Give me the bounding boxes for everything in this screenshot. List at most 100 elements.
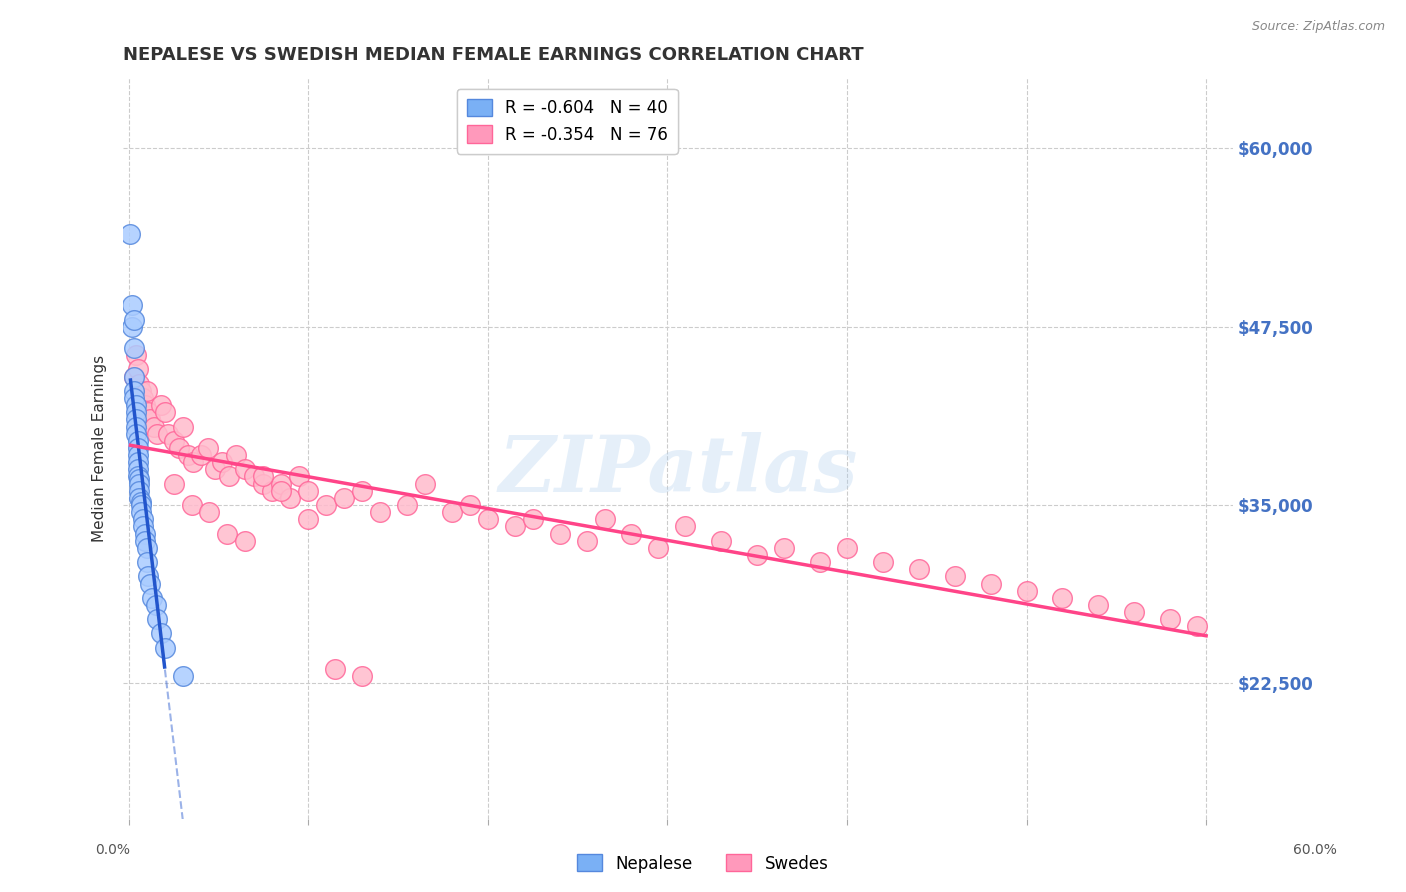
Point [198,505,221,519]
Point [315,498,337,512]
Point [134,533,156,548]
Point [907,562,929,576]
Text: 60.0%: 60.0% [1292,843,1337,857]
Point [297,512,319,526]
Point [352,669,374,683]
Point [262,483,284,498]
Point [225,448,247,462]
Point [127,434,149,448]
Point [1015,583,1038,598]
Point [125,412,148,426]
Point [235,533,257,548]
Point [128,472,150,486]
Point [132,519,155,533]
Point [145,598,167,612]
Point [352,483,374,498]
Point [162,434,184,448]
Point [235,462,257,476]
Point [1185,619,1208,633]
Point [872,555,894,569]
Point [440,505,463,519]
Point [127,462,149,476]
Point [127,448,149,462]
Point [252,469,274,483]
Point [129,495,152,509]
Point [333,491,356,505]
Point [270,483,292,498]
Point [121,298,143,312]
Point [122,369,145,384]
Point [128,491,150,505]
Point [125,426,148,441]
Point [197,441,219,455]
Point [150,626,173,640]
Point [172,419,194,434]
Point [1052,591,1074,605]
Point [620,526,643,541]
Point [1123,605,1146,619]
Point [135,384,157,398]
Point [1087,598,1109,612]
Point [503,519,526,533]
Point [127,362,149,376]
Point [129,498,152,512]
Point [142,419,165,434]
Point [548,526,571,541]
Point [167,441,190,455]
Point [125,348,148,362]
Point [138,569,160,583]
Point [122,312,145,326]
Text: ZIPatlas: ZIPatlas [499,432,858,508]
Point [122,369,145,384]
Point [134,526,156,541]
Legend: Nepalese, Swedes: Nepalese, Swedes [571,847,835,880]
Point [146,612,169,626]
Text: 0.0%: 0.0% [96,843,129,857]
Point [458,498,481,512]
Point [270,476,292,491]
Point [943,569,966,583]
Point [125,419,148,434]
Point [773,541,796,555]
Point [153,405,176,419]
Point [157,426,180,441]
Point [120,227,142,241]
Point [180,498,202,512]
Point [808,555,831,569]
Point [368,505,391,519]
Point [835,541,858,555]
Point [395,498,418,512]
Point [122,341,145,355]
Point [128,476,150,491]
Point [218,469,240,483]
Point [647,541,669,555]
Point [183,455,205,469]
Text: Source: ZipAtlas.com: Source: ZipAtlas.com [1251,20,1385,33]
Point [122,391,145,405]
Point [127,455,149,469]
Point [125,405,148,419]
Point [747,548,769,562]
Y-axis label: Median Female Earnings: Median Female Earnings [93,354,107,541]
Point [139,412,162,426]
Point [150,398,173,412]
Point [575,533,598,548]
Point [129,505,152,519]
Point [127,441,149,455]
Point [288,469,311,483]
Point [217,526,239,541]
Point [162,476,184,491]
Point [135,541,157,555]
Point [125,398,148,412]
Point [153,640,176,655]
Point [710,533,733,548]
Point [413,476,436,491]
Point [127,469,149,483]
Point [128,483,150,498]
Point [128,376,150,391]
Point [135,555,157,569]
Point [252,476,274,491]
Point [211,455,233,469]
Point [146,426,169,441]
Point [190,448,212,462]
